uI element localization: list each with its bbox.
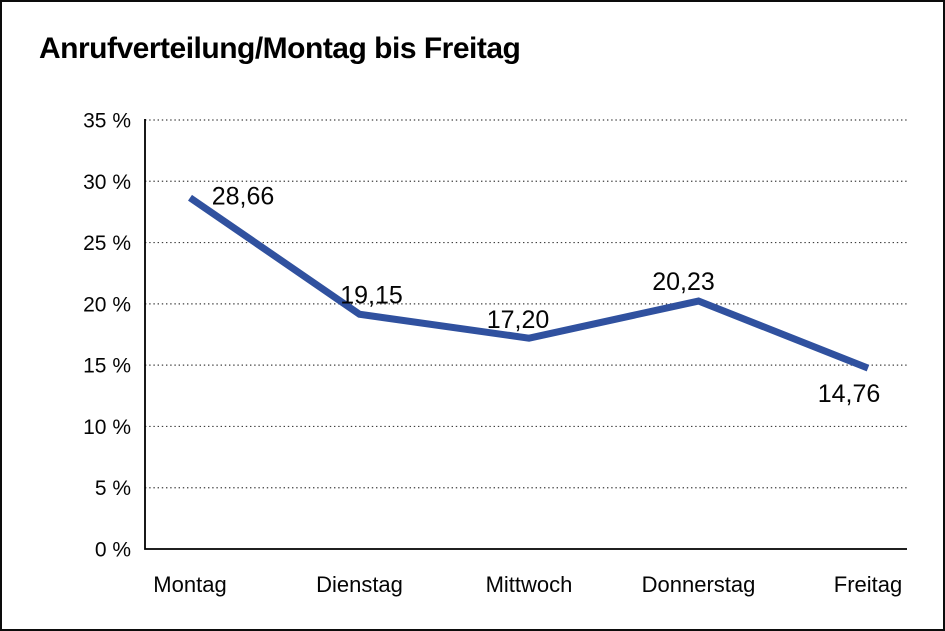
axis-lines xyxy=(144,119,907,550)
x-category-label: Donnerstag xyxy=(642,572,756,597)
y-tick-label: 35 % xyxy=(83,110,131,133)
x-category-label: Dienstag xyxy=(316,572,403,597)
y-tick-label: 15 % xyxy=(83,355,131,378)
y-tick-label: 30 % xyxy=(83,171,131,194)
chart-title: Anrufverteilung/Montag bis Freitag xyxy=(39,32,521,65)
y-tick-label: 20 % xyxy=(83,293,131,316)
y-tick-label: 10 % xyxy=(83,416,131,439)
y-tick-label: 5 % xyxy=(95,477,131,500)
data-point-label: 20,23 xyxy=(652,268,715,296)
data-point-label: 17,20 xyxy=(487,306,550,334)
data-point-label: 19,15 xyxy=(340,281,403,309)
x-category-label: Freitag xyxy=(834,572,902,597)
data-point-label: 28,66 xyxy=(212,183,275,211)
y-tick-label: 0 % xyxy=(95,539,131,562)
data-line-series xyxy=(188,194,870,372)
x-category-label: Mittwoch xyxy=(486,572,573,597)
x-category-label: Montag xyxy=(153,572,226,597)
data-point-label: 14,76 xyxy=(818,380,881,408)
y-tick-label: 25 % xyxy=(83,232,131,255)
